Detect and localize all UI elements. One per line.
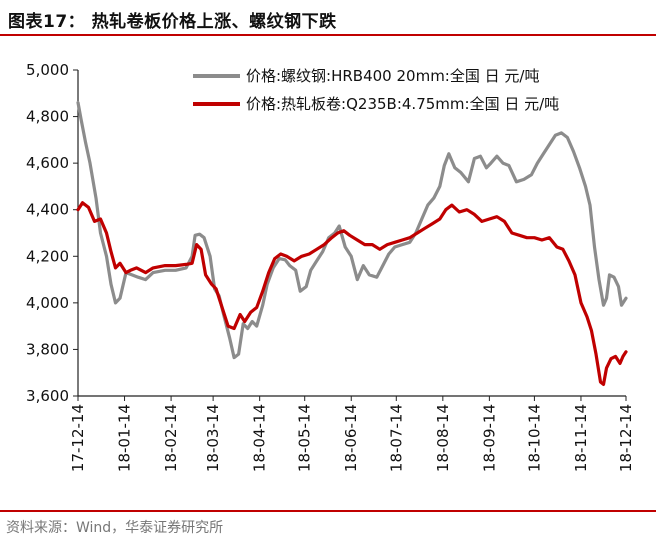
x-tick-label: 18-12-14 bbox=[617, 404, 635, 472]
series-layer bbox=[76, 101, 628, 386]
legend-label-rebar: 价格:螺纹钢:HRB400 20mm:全国 日 元/吨 bbox=[246, 67, 539, 85]
y-tick-label: 4,000 bbox=[26, 294, 69, 312]
series-line-hot-rolled bbox=[76, 201, 628, 386]
x-tick-label: 18-07-14 bbox=[387, 404, 405, 472]
figure-header: 图表17： 热轧卷板价格上涨、螺纹钢下跌 bbox=[0, 0, 656, 36]
line-chart: 3,600 3,800 4,000 4,200 4,400 4,600 4,800 5,000… bbox=[26, 61, 635, 472]
x-tick-label: 18-10-14 bbox=[525, 404, 543, 472]
x-tick-label: 18-08-14 bbox=[434, 404, 452, 472]
figure-title: 图表17： 热轧卷板价格上涨、螺纹钢下跌 bbox=[8, 12, 337, 32]
x-tick-label: 18-05-14 bbox=[296, 404, 314, 472]
title-rule bbox=[0, 34, 656, 36]
x-tick-label: 18-09-14 bbox=[480, 404, 498, 472]
y-tick-label: 5,000 bbox=[26, 61, 69, 79]
y-tick-label: 4,200 bbox=[26, 247, 69, 265]
legend: 价格:螺纹钢:HRB400 20mm:全国 日 元/吨 价格:热轧板卷:Q235… bbox=[193, 67, 559, 113]
x-tick-label: 18-03-14 bbox=[204, 404, 222, 472]
y-axis: 3,600 3,800 4,000 4,200 4,400 4,600 4,800 5,000 bbox=[26, 61, 79, 405]
legend-label-hot-rolled: 价格:热轧板卷:Q235B:4.75mm:全国 日 元/吨 bbox=[246, 95, 559, 113]
source-note: 资料来源：Wind，华泰证券研究所 bbox=[6, 520, 224, 536]
x-axis: 17-12-14 18-01-14 18-02-14 18-03-14 18-04-14… bbox=[69, 395, 635, 472]
x-tick-label: 17-12-14 bbox=[69, 404, 87, 472]
x-tick-label: 18-01-14 bbox=[116, 404, 134, 472]
y-tick-label: 4,400 bbox=[26, 201, 69, 219]
y-tick-label: 4,800 bbox=[26, 108, 69, 126]
y-tick-label: 4,600 bbox=[26, 154, 69, 172]
x-tick-label: 18-11-14 bbox=[572, 404, 590, 472]
series-line-rebar bbox=[76, 101, 628, 360]
x-tick-label: 18-02-14 bbox=[162, 404, 180, 472]
x-tick-label: 18-04-14 bbox=[251, 404, 269, 472]
y-tick-label: 3,800 bbox=[26, 340, 69, 358]
y-tick-label: 3,600 bbox=[26, 387, 69, 405]
x-tick-label: 18-06-14 bbox=[342, 404, 360, 472]
footer-rule bbox=[0, 510, 656, 512]
